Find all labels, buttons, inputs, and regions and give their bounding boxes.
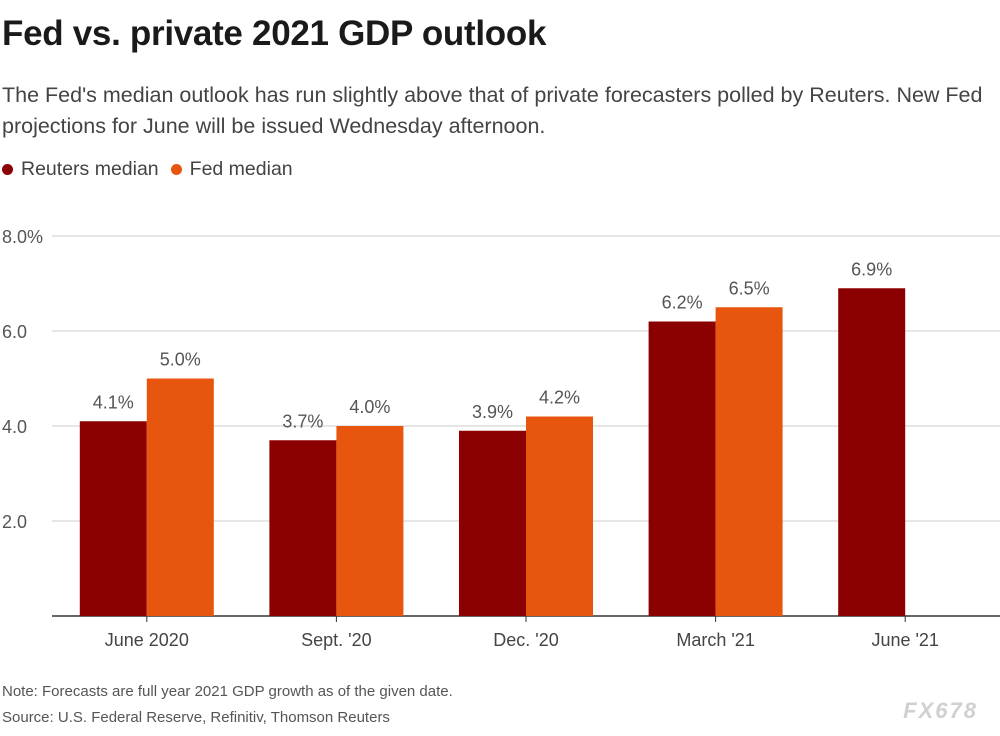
bar (336, 426, 404, 616)
y-tick-label: 6.0 (2, 322, 27, 342)
bar (79, 421, 147, 616)
legend-dot-reuters (2, 164, 13, 175)
watermark-logo: FX678 (903, 698, 978, 723)
bar-value-label: 6.5% (729, 278, 770, 298)
bar-value-label: 3.9% (472, 402, 513, 422)
bar-value-label: 4.1% (93, 392, 134, 412)
legend-label-fed: Fed median (189, 158, 293, 180)
bar-value-label: 5.0% (160, 350, 201, 370)
y-tick-label: 4.0 (2, 417, 27, 437)
bar (838, 288, 906, 616)
bar (146, 378, 214, 616)
chart-source: Source: U.S. Federal Reserve, Refinitiv,… (2, 709, 390, 726)
bar-value-label: 6.2% (662, 293, 703, 313)
chart-note: Note: Forecasts are full year 2021 GDP g… (2, 683, 453, 700)
chart-title: Fed vs. private 2021 GDP outlook (2, 14, 547, 53)
x-tick-label: Sept. '20 (301, 630, 372, 650)
legend-dot-fed (170, 164, 182, 175)
legend-item-reuters: Reuters median (2, 158, 159, 181)
legend-item-fed: Fed median (170, 158, 293, 181)
x-tick-label: Dec. '20 (493, 630, 558, 650)
legend: Reuters median Fed median (2, 158, 305, 181)
bar (715, 307, 783, 616)
bar (526, 416, 593, 616)
bar-value-label: 4.0% (349, 397, 390, 417)
bar-value-label: 3.7% (282, 411, 323, 431)
bar (648, 321, 716, 616)
x-tick-label: June 2020 (105, 630, 189, 650)
chart-subtitle: The Fed's median outlook has run slightl… (2, 83, 983, 138)
bar (269, 440, 337, 616)
bar-value-label: 4.2% (539, 388, 580, 408)
x-tick-label: March '21 (676, 630, 754, 650)
y-tick-label: 8.0% (2, 227, 43, 247)
x-tick-label: June '21 (871, 630, 939, 650)
legend-label-reuters: Reuters median (21, 158, 159, 180)
bar (459, 430, 526, 616)
bar-value-label: 6.9% (851, 259, 892, 279)
y-tick-label: 2.0 (2, 512, 27, 532)
